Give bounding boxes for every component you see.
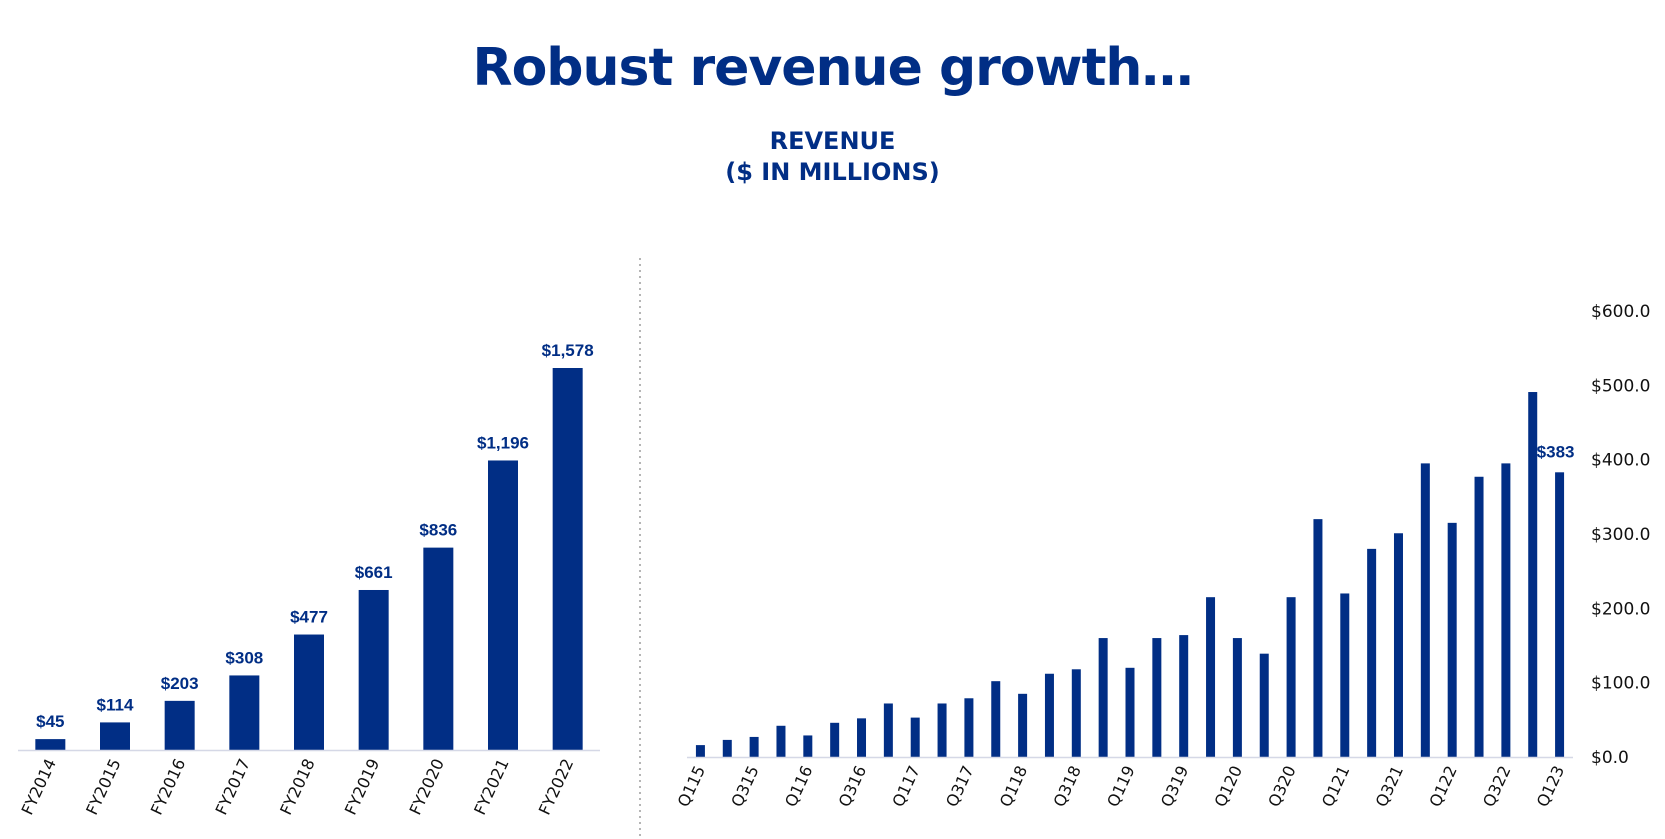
- annual-tick-label: FY2014: [18, 756, 60, 818]
- quarterly-y-tick-label: $300.0: [1591, 525, 1650, 545]
- quarterly-bar-q123: [1555, 472, 1565, 757]
- annual-value-label: $1,578: [542, 341, 594, 360]
- annual-bar-fy2015: [100, 722, 130, 750]
- quarterly-bar-q318: [1071, 669, 1081, 757]
- quarterly-tick-label: Q316: [835, 763, 870, 810]
- quarterly-bar-q219: [1152, 638, 1162, 757]
- annual-tick-label: FY2016: [147, 756, 189, 818]
- quarterly-value-label: $383: [1537, 442, 1575, 461]
- quarterly-bar-q417: [991, 681, 1001, 757]
- annual-value-label: $661: [355, 563, 393, 582]
- quarterly-bar-q221: [1367, 548, 1377, 757]
- quarterly-bar-q420: [1313, 519, 1323, 757]
- quarterly-bar-q217: [937, 703, 947, 757]
- quarterly-bar-q121: [1340, 593, 1350, 757]
- quarterly-bar-q317: [964, 698, 974, 757]
- annual-tick-label: FY2018: [276, 756, 318, 818]
- quarterly-y-tick-label: $0.0: [1591, 748, 1629, 768]
- annual-tick-label: FY2022: [535, 756, 577, 818]
- quarterly-tick-label: Q118: [996, 763, 1031, 810]
- quarterly-tick-label: Q120: [1211, 763, 1246, 810]
- quarterly-bar-q415: [776, 725, 786, 757]
- quarterly-tick-label: Q319: [1157, 763, 1192, 810]
- quarterly-tick-label: Q122: [1425, 763, 1460, 810]
- quarterly-bar-q416: [883, 703, 893, 757]
- annual-tick-label: FY2015: [82, 756, 124, 818]
- quarterly-bar-q319: [1179, 635, 1189, 757]
- quarterly-bar-q122: [1447, 522, 1457, 757]
- quarterly-bar-q316: [857, 718, 867, 757]
- quarterly-tick-label: Q115: [674, 763, 709, 810]
- page-title: Robust revenue growth…: [472, 38, 1194, 98]
- annual-bar-fy2014: [35, 739, 66, 750]
- quarterly-y-tick-label: $200.0: [1591, 599, 1650, 619]
- quarterly-tick-label: Q322: [1479, 763, 1514, 810]
- quarterly-tick-label: Q117: [888, 763, 923, 810]
- chart-heading-line-1: REVENUE: [769, 127, 896, 155]
- annual-value-label: $308: [225, 648, 263, 667]
- quarterly-bar-q322: [1501, 463, 1511, 757]
- annual-bar-fy2016: [164, 700, 195, 750]
- quarterly-tick-label: Q116: [781, 763, 816, 810]
- annual-bar-fy2020: [423, 547, 454, 750]
- annual-value-label: $836: [419, 521, 457, 540]
- quarterly-bar-q215: [722, 739, 732, 757]
- annual-tick-label: FY2021: [470, 756, 512, 818]
- quarterly-y-tick-label: $400.0: [1591, 451, 1650, 471]
- quarterly-bar-q216: [830, 722, 840, 757]
- annual-value-label: $203: [161, 674, 199, 693]
- quarterly-tick-label: Q121: [1318, 763, 1353, 810]
- quarterly-bar-q222: [1474, 476, 1484, 757]
- quarterly-tick-label: Q317: [942, 763, 977, 810]
- quarterly-bar-q422: [1528, 392, 1538, 757]
- quarterly-tick-label: Q321: [1372, 763, 1407, 810]
- quarterly-bar-q418: [1098, 638, 1108, 757]
- annual-value-label: $114: [97, 695, 134, 714]
- annual-value-label: $45: [36, 712, 64, 731]
- chart-heading-line-2: ($ IN MILLIONS): [725, 158, 940, 186]
- quarterly-y-tick-label: $100.0: [1591, 674, 1650, 694]
- quarterly-tick-label: Q315: [727, 763, 762, 810]
- quarterly-bar-q218: [1044, 673, 1054, 757]
- quarterly-tick-label: Q320: [1264, 763, 1299, 810]
- quarterly-bar-q220: [1259, 653, 1269, 757]
- quarterly-tick-label: Q119: [1103, 763, 1138, 810]
- annual-value-label: $1,196: [477, 433, 529, 452]
- quarterly-bar-q115: [695, 745, 705, 757]
- annual-bar-fy2021: [488, 460, 518, 750]
- annual-bar-fy2022: [552, 368, 583, 750]
- annual-tick-label: FY2017: [212, 756, 254, 818]
- quarterly-tick-label: Q318: [1049, 763, 1084, 810]
- quarterly-bar-q419: [1206, 597, 1216, 757]
- quarterly-y-tick-label: $500.0: [1591, 376, 1650, 396]
- quarterly-bar-q320: [1286, 597, 1296, 757]
- quarterly-bar-q116: [803, 735, 813, 757]
- quarterly-bar-q315: [749, 736, 759, 757]
- quarterly-bar-q321: [1393, 533, 1403, 757]
- annual-bar-fy2018: [294, 634, 324, 750]
- quarterly-bar-q421: [1420, 463, 1430, 757]
- annual-tick-label: FY2019: [341, 756, 383, 818]
- chart-heading: REVENUE ($ IN MILLIONS): [0, 126, 1665, 188]
- annual-value-label: $477: [290, 608, 328, 627]
- quarterly-bar-q117: [910, 717, 920, 757]
- annual-bar-fy2019: [358, 589, 389, 750]
- quarterly-bar-q118: [1018, 693, 1028, 757]
- annual-tick-label: FY2020: [406, 756, 448, 818]
- quarterly-tick-label: Q123: [1533, 763, 1568, 810]
- annual-bar-fy2017: [229, 675, 260, 750]
- quarterly-bar-q120: [1232, 638, 1242, 757]
- quarterly-bar-q119: [1125, 667, 1135, 757]
- quarterly-y-tick-label: $600.0: [1591, 302, 1650, 322]
